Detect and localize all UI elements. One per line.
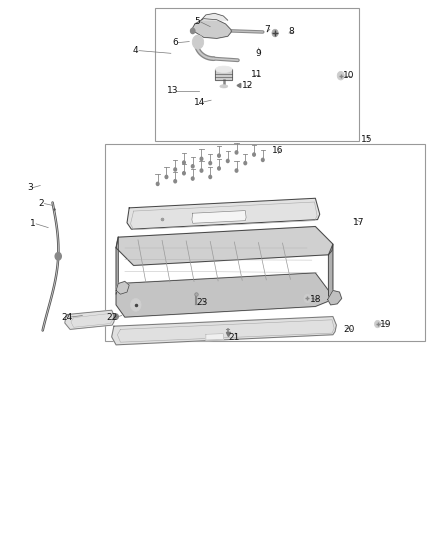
Polygon shape: [127, 198, 320, 229]
Text: 19: 19: [380, 320, 391, 328]
Text: 17: 17: [353, 218, 365, 227]
Circle shape: [200, 157, 203, 160]
Polygon shape: [65, 310, 115, 329]
Circle shape: [191, 28, 195, 34]
Text: 22: 22: [106, 313, 117, 322]
Polygon shape: [215, 69, 232, 80]
Circle shape: [235, 169, 238, 172]
Ellipse shape: [220, 85, 228, 88]
Circle shape: [183, 161, 185, 164]
Text: 7: 7: [264, 25, 270, 34]
Text: 9: 9: [255, 49, 261, 58]
Circle shape: [191, 177, 194, 180]
Text: 3: 3: [27, 183, 33, 192]
Circle shape: [218, 167, 220, 170]
Text: 13: 13: [167, 86, 179, 95]
Text: 20: 20: [344, 325, 355, 334]
Circle shape: [192, 35, 204, 49]
Circle shape: [174, 168, 177, 171]
Polygon shape: [206, 334, 223, 340]
Text: 24: 24: [61, 313, 73, 321]
Circle shape: [200, 169, 203, 172]
Polygon shape: [201, 13, 228, 20]
Text: 10: 10: [343, 71, 354, 80]
Circle shape: [272, 29, 278, 37]
Bar: [105, 144, 425, 341]
Text: 5: 5: [194, 17, 200, 26]
Circle shape: [55, 253, 61, 260]
Text: 18: 18: [310, 295, 321, 304]
Circle shape: [253, 153, 255, 156]
Text: 14: 14: [194, 98, 205, 107]
Polygon shape: [112, 317, 336, 345]
Text: 15: 15: [361, 135, 373, 144]
Circle shape: [191, 165, 194, 168]
Circle shape: [156, 182, 159, 185]
Text: 1: 1: [30, 220, 36, 228]
Text: 6: 6: [172, 38, 178, 47]
Polygon shape: [193, 19, 232, 38]
Text: 12: 12: [242, 81, 253, 90]
Polygon shape: [116, 273, 328, 317]
Circle shape: [209, 161, 212, 165]
Text: 2: 2: [39, 199, 44, 208]
Text: 21: 21: [229, 333, 240, 342]
Text: 11: 11: [251, 70, 262, 79]
Text: 23: 23: [197, 298, 208, 307]
Polygon shape: [328, 244, 333, 301]
Circle shape: [337, 71, 344, 80]
Circle shape: [174, 180, 177, 183]
Polygon shape: [192, 211, 246, 223]
Circle shape: [235, 151, 238, 154]
Circle shape: [209, 175, 212, 179]
Text: 8: 8: [288, 28, 294, 36]
Circle shape: [374, 320, 381, 328]
Text: 16: 16: [272, 146, 284, 155]
Circle shape: [131, 298, 141, 311]
Circle shape: [218, 154, 220, 157]
Bar: [155, 8, 359, 141]
Circle shape: [244, 161, 247, 165]
Text: 4: 4: [133, 46, 138, 55]
Circle shape: [183, 172, 185, 175]
Polygon shape: [328, 290, 342, 305]
Circle shape: [304, 294, 311, 303]
Circle shape: [114, 314, 118, 319]
Polygon shape: [116, 281, 129, 294]
Circle shape: [165, 175, 168, 179]
Polygon shape: [116, 237, 118, 294]
Circle shape: [261, 158, 264, 161]
Circle shape: [226, 159, 229, 163]
Polygon shape: [116, 227, 333, 265]
Ellipse shape: [215, 66, 232, 72]
